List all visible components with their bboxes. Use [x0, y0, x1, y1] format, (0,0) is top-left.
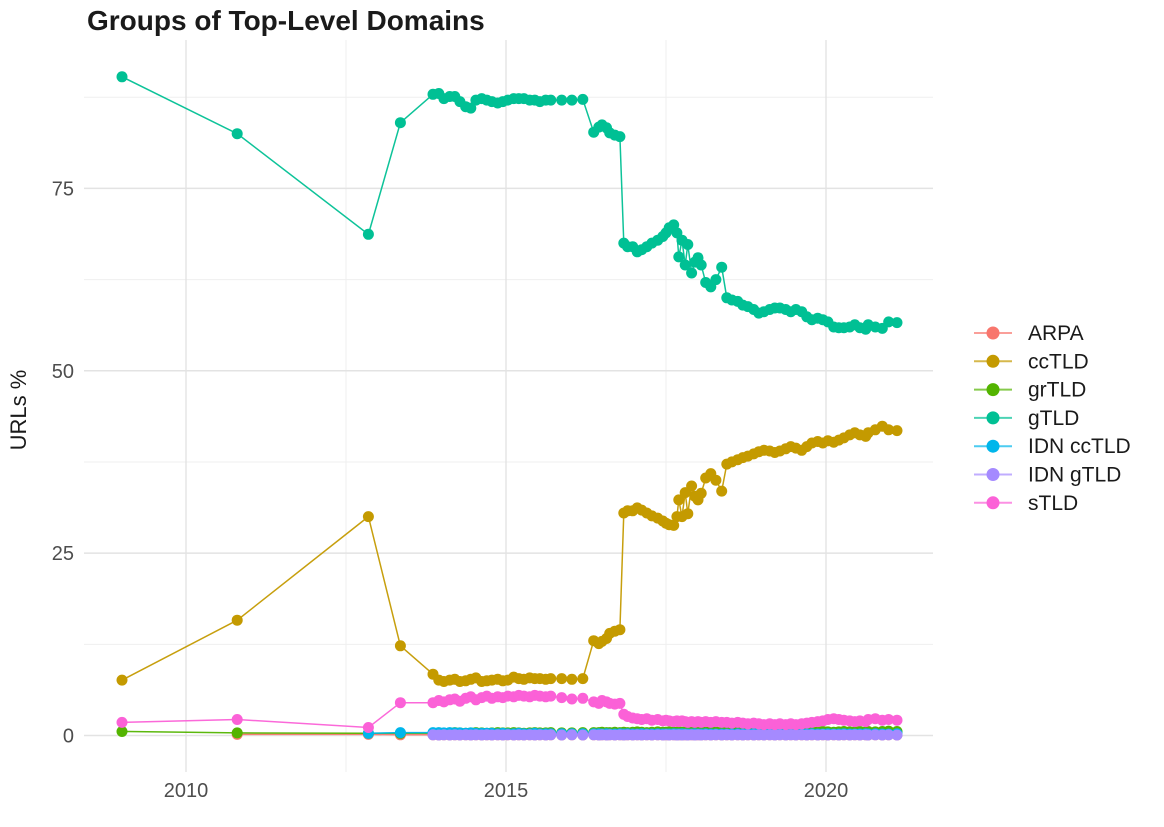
data-point-idn-gtld [891, 729, 903, 741]
data-point-stld [614, 697, 626, 709]
legend-key-dot-arpa [986, 326, 1000, 340]
legend-label-arpa: ARPA [1028, 322, 1084, 345]
data-point-stld [891, 714, 903, 726]
data-point-gtld [614, 131, 626, 143]
data-point-gtld [362, 228, 374, 240]
series-layer [116, 71, 903, 741]
chart-title: Groups of Top-Level Domains [87, 5, 485, 36]
data-point-cctld [566, 673, 578, 685]
legend-label-idn-gtld: IDN gTLD [1028, 464, 1121, 487]
data-point-stld [883, 714, 895, 725]
data-point-cctld [116, 674, 128, 686]
data-point-grtld [231, 727, 243, 739]
y-tick-label: 50 [52, 361, 74, 383]
data-point-cctld [695, 487, 707, 499]
data-point-idn-gtld [556, 729, 568, 741]
data-point-stld [577, 692, 589, 704]
legend-item-idn-gtld: IDN gTLD [974, 464, 1121, 487]
data-point-cctld [883, 424, 895, 436]
series-gtld-line [121, 76, 898, 331]
x-tick-label: 2010 [164, 780, 209, 802]
data-point-gtld [566, 94, 578, 106]
data-point-cctld [362, 511, 374, 523]
legend-label-stld: sTLD [1028, 492, 1078, 515]
data-point-stld [116, 716, 128, 728]
data-point-idn-gtld [883, 729, 895, 741]
legend-item-idn-cctld: IDN ccTLD [974, 435, 1131, 458]
data-point-gtld [710, 274, 722, 286]
data-point-cctld [891, 425, 903, 437]
data-point-cctld [686, 480, 698, 492]
legend-item-gtld: gTLD [974, 407, 1079, 430]
legend: ARPA ccTLD grTLD gTLD IDN ccTLD IDN gTLD sTLD [974, 322, 1131, 515]
y-axis-title: URLs % [6, 370, 31, 451]
legend-label-cctld: ccTLD [1028, 350, 1089, 373]
series-cctld [116, 420, 903, 687]
data-point-gtld [116, 71, 128, 83]
y-tick-label: 0 [63, 726, 74, 748]
x-tick-label: 2020 [804, 780, 849, 802]
data-point-cctld [545, 673, 557, 685]
data-point-stld [566, 693, 578, 705]
legend-item-cctld: ccTLD [974, 350, 1089, 373]
data-point-cctld [716, 485, 728, 497]
legend-item-stld: sTLD [974, 492, 1078, 515]
series-idn-gtld [427, 729, 903, 741]
y-tick-label: 75 [52, 178, 74, 200]
y-tick-label: 25 [52, 543, 74, 565]
data-point-stld [362, 722, 374, 733]
data-point-gtld [231, 128, 243, 140]
data-point-cctld [556, 673, 568, 685]
data-point-gtld [695, 259, 707, 271]
legend-key-dot-grtld [986, 383, 1000, 397]
legend-label-gtld: gTLD [1028, 407, 1079, 430]
series-gtld [116, 71, 903, 335]
data-point-cctld [614, 624, 626, 636]
data-point-stld [394, 697, 406, 709]
series-stld [116, 689, 903, 733]
data-point-gtld [891, 317, 903, 329]
data-point-stld [545, 690, 557, 702]
data-point-cctld [231, 614, 243, 626]
legend-label-idn-cctld: IDN ccTLD [1028, 435, 1131, 458]
data-point-gtld [465, 102, 477, 114]
x-tick-label: 2015 [484, 780, 529, 802]
data-point-idn-gtld [545, 729, 557, 741]
data-point-cctld [394, 640, 406, 652]
legend-key-dot-cctld [986, 354, 1000, 368]
data-point-cctld [577, 673, 589, 685]
legend-key-dot-stld [986, 496, 1000, 510]
series-cctld-line [121, 425, 898, 683]
legend-key-dot-idn-cctld [986, 439, 1000, 453]
data-point-cctld [673, 494, 685, 506]
data-point-cctld [668, 519, 680, 531]
data-point-gtld [679, 259, 691, 271]
grid-layer [84, 40, 933, 772]
data-point-gtld [673, 251, 685, 263]
data-point-grtld [116, 726, 128, 737]
data-point-gtld [577, 93, 589, 105]
axis-layer: 0 25 50 75 2010 2015 2020 [52, 178, 849, 802]
data-point-idn-cctld [394, 727, 406, 739]
legend-item-arpa: ARPA [974, 322, 1084, 345]
data-point-cctld [682, 508, 694, 520]
data-point-gtld [686, 267, 698, 279]
data-point-stld [231, 714, 243, 725]
legend-item-grtld: grTLD [974, 379, 1086, 402]
data-point-idn-gtld [566, 729, 578, 741]
data-point-gtld [682, 239, 694, 250]
data-point-stld [556, 692, 568, 704]
legend-key-dot-gtld [986, 411, 1000, 425]
data-point-gtld [716, 261, 728, 273]
legend-label-grtld: grTLD [1028, 379, 1086, 402]
data-point-gtld [883, 316, 895, 328]
data-point-gtld [556, 94, 568, 106]
data-point-idn-gtld [577, 729, 589, 741]
data-point-cctld [710, 474, 722, 486]
legend-key-dot-idn-gtld [986, 468, 1000, 481]
data-point-gtld [394, 117, 406, 129]
data-point-gtld [545, 94, 557, 106]
